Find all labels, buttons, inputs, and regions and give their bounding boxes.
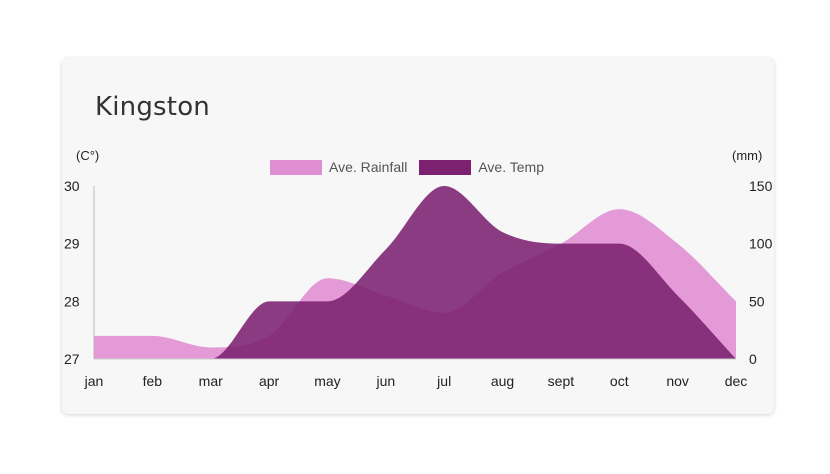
y-right-tick-label: 150 xyxy=(749,178,773,194)
y-left-tick-label: 27 xyxy=(64,351,80,367)
left-axis-unit: (C°) xyxy=(76,148,100,163)
x-tick-label: feb xyxy=(143,373,163,389)
legend-item-temp[interactable]: Ave. Temp xyxy=(419,159,544,175)
x-tick-label: mar xyxy=(199,373,223,389)
x-tick-label: oct xyxy=(610,373,629,389)
x-tick-label: aug xyxy=(491,373,514,389)
y-left-tick-label: 29 xyxy=(64,236,80,252)
chart-title: Kingston xyxy=(95,92,210,122)
x-tick-label: may xyxy=(314,373,340,389)
y-right-tick-label: 0 xyxy=(749,351,757,367)
legend: Ave. Rainfall Ave. Temp xyxy=(270,158,556,176)
legend-label-rainfall: Ave. Rainfall xyxy=(329,159,408,175)
y-right-tick-label: 100 xyxy=(749,236,773,252)
legend-swatch-rainfall xyxy=(270,159,322,175)
x-tick-label: dec xyxy=(725,373,748,389)
y-left-tick-label: 30 xyxy=(64,178,80,194)
y-right-tick-label: 50 xyxy=(749,293,765,309)
x-tick-label: jul xyxy=(436,373,451,389)
right-axis-unit: (mm) xyxy=(732,148,763,163)
legend-swatch-temp xyxy=(419,159,472,175)
legend-label-temp: Ave. Temp xyxy=(478,159,544,175)
x-tick-label: sept xyxy=(548,373,575,389)
area-series-temp xyxy=(94,186,736,359)
x-tick-label: jun xyxy=(375,373,395,389)
x-tick-label: jan xyxy=(84,373,104,389)
x-tick-label: nov xyxy=(666,373,689,389)
x-tick-label: apr xyxy=(259,373,280,389)
legend-item-rainfall[interactable]: Ave. Rainfall xyxy=(270,159,407,175)
y-left-tick-label: 28 xyxy=(64,293,80,309)
